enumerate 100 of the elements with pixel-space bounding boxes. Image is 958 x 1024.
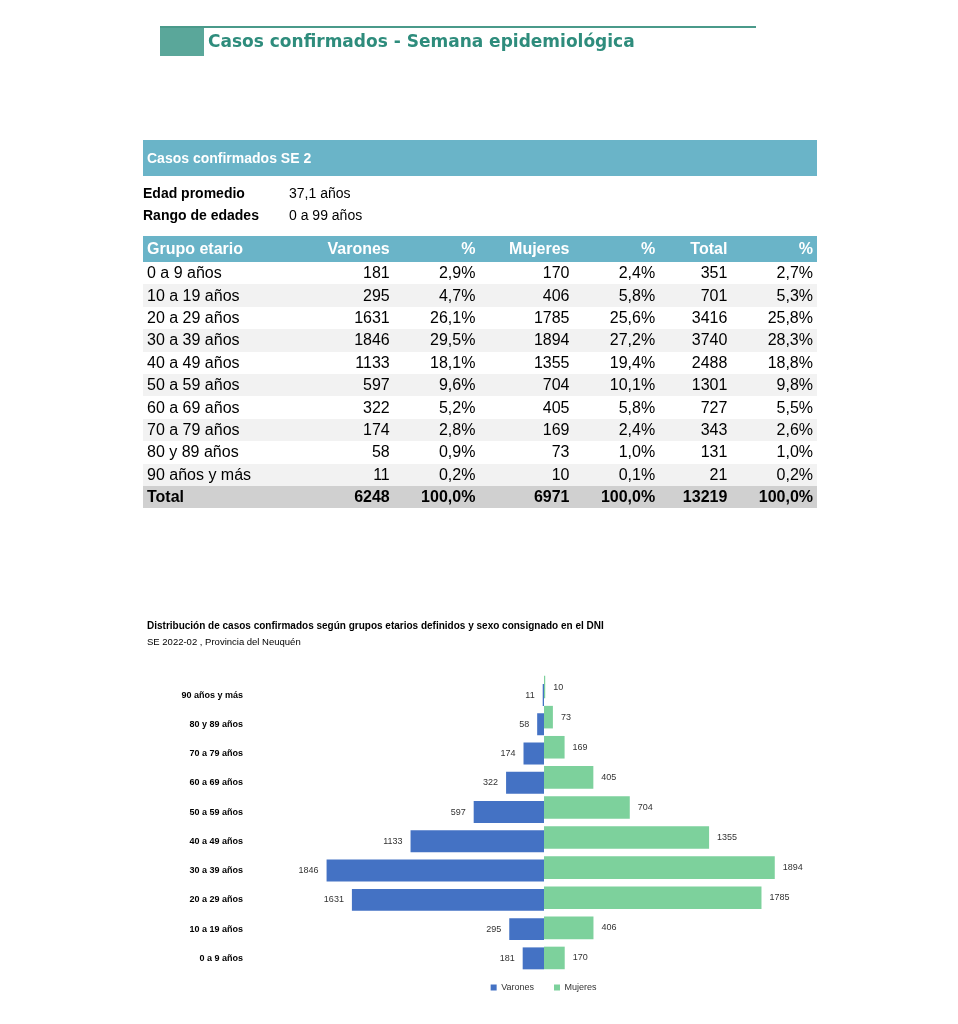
text: Edad promedio [143, 184, 246, 203]
data-label: 100,0% [731, 485, 817, 509]
data-label: 406 [601, 922, 617, 933]
y-tick-label: 10 a 19 años [189, 923, 243, 934]
data-label: 3416 [659, 306, 732, 330]
data-label: 2488 [659, 351, 732, 374]
series-label: Mujeres [479, 236, 574, 262]
data-label: 9,6% [393, 373, 480, 397]
data-label: 181 [499, 952, 515, 963]
data-label: 597 [450, 806, 466, 817]
data-label: 405 [601, 771, 617, 782]
data-label: 10 [479, 463, 574, 486]
data-label: 2,4% [573, 418, 660, 442]
data-label: 704 [479, 373, 574, 397]
legend-label: Varones [501, 981, 535, 992]
data-label: 295 [486, 923, 502, 934]
chart-title: Distribución de casos confirmados según grupos etarios definidos y sexo consignado en el DNI [147, 620, 604, 631]
y-tick-label: 50 a 59 años [189, 806, 243, 817]
data-label: 28,3% [731, 329, 817, 352]
data-label: 5,3% [731, 284, 817, 307]
data-label: 406 [479, 284, 574, 307]
text: Casos confirmados SE 2 [143, 140, 817, 176]
data-label: 1355 [717, 832, 738, 843]
legend-label: Mujeres [564, 981, 598, 992]
data-label: 21 [659, 463, 732, 486]
data-label: 27,2% [573, 329, 660, 352]
data-label: 11 [525, 689, 535, 700]
data-label: 25,6% [573, 306, 660, 330]
data-label: 727 [659, 396, 732, 419]
data-label: 0,2% [393, 463, 480, 486]
data-label: 174 [500, 748, 516, 759]
text: 37,1 años [289, 184, 351, 203]
y-tick-label: 0 a 9 años [199, 952, 243, 963]
y-tick-label: 40 a 49 años [189, 835, 243, 846]
data-label: 0,2% [731, 463, 817, 486]
data-label: 1,0% [573, 441, 660, 464]
data-label: 1631 [297, 306, 394, 330]
data-label: 9,8% [731, 373, 817, 397]
data-label: 5,2% [393, 396, 480, 419]
series-label: Varones [297, 236, 394, 262]
data-label: 100,0% [573, 485, 660, 509]
data-label: 26,1% [393, 306, 480, 330]
data-label: 2,7% [731, 262, 817, 285]
data-label: 343 [659, 418, 732, 442]
data-label: 2,6% [731, 418, 817, 442]
data-label: 29,5% [393, 329, 480, 352]
data-label: 100,0% [393, 485, 480, 509]
data-label: 19,4% [573, 351, 660, 374]
data-label: 322 [297, 396, 394, 419]
data-label: 169 [479, 418, 574, 442]
data-label: 0,1% [573, 463, 660, 486]
data-label: 1785 [769, 892, 790, 903]
series-label: Total [659, 236, 732, 262]
data-label: 5,5% [731, 396, 817, 419]
data-label: 1846 [298, 865, 319, 876]
y-tick-label: 20 a 29 años [189, 894, 243, 905]
data-label: 170 [479, 262, 574, 285]
data-label: 18,8% [731, 351, 817, 374]
data-label: 10 [553, 681, 564, 692]
y-tick-label: 80 y 89 años [189, 718, 243, 729]
data-label: 3740 [659, 329, 732, 352]
data-label: 5,8% [573, 396, 660, 419]
data-label: 181 [297, 262, 394, 285]
data-label: 10,1% [573, 373, 660, 397]
data-label: 73 [479, 441, 574, 464]
data-label: 58 [519, 718, 530, 729]
text: SE 2022-02 , Provincia del Neuquén [147, 636, 301, 647]
data-label: 1133 [383, 835, 403, 846]
data-label: 169 [572, 741, 588, 752]
text: Rango de edades [143, 206, 260, 225]
category-label: 0 a 9 años [146, 263, 223, 284]
y-tick-label: 70 a 79 años [189, 748, 243, 759]
data-label: 1894 [782, 862, 803, 873]
text: Casos confirmados - Semana epidemiológica [208, 31, 635, 51]
y-tick-label: 60 a 69 años [189, 777, 243, 788]
data-label: 13219 [659, 485, 732, 509]
data-label: 1631 [323, 894, 344, 905]
series-label: % [393, 236, 480, 262]
data-label: 322 [483, 777, 499, 788]
data-label: 131 [659, 441, 732, 464]
data-label: 73 [560, 711, 571, 722]
data-label: 0,9% [393, 441, 480, 464]
data-label: 2,4% [573, 262, 660, 285]
data-label: 1355 [479, 351, 574, 374]
data-label: 295 [297, 284, 394, 307]
data-label: 58 [297, 441, 394, 464]
data-label: 701 [659, 284, 732, 307]
data-label: 1846 [297, 329, 394, 352]
data-label: 1,0% [731, 441, 817, 464]
data-label: 6248 [297, 485, 394, 509]
y-tick-label: 30 a 39 años [189, 865, 243, 876]
data-label: 405 [479, 396, 574, 419]
data-label: 1133 [297, 351, 394, 374]
data-label: 597 [297, 373, 394, 397]
data-label: 25,8% [731, 306, 817, 330]
series-label: % [573, 236, 660, 262]
series-label: % [731, 236, 817, 262]
data-label: 2,9% [393, 262, 480, 285]
data-label: 351 [659, 262, 732, 285]
data-label: 2,8% [393, 418, 480, 442]
